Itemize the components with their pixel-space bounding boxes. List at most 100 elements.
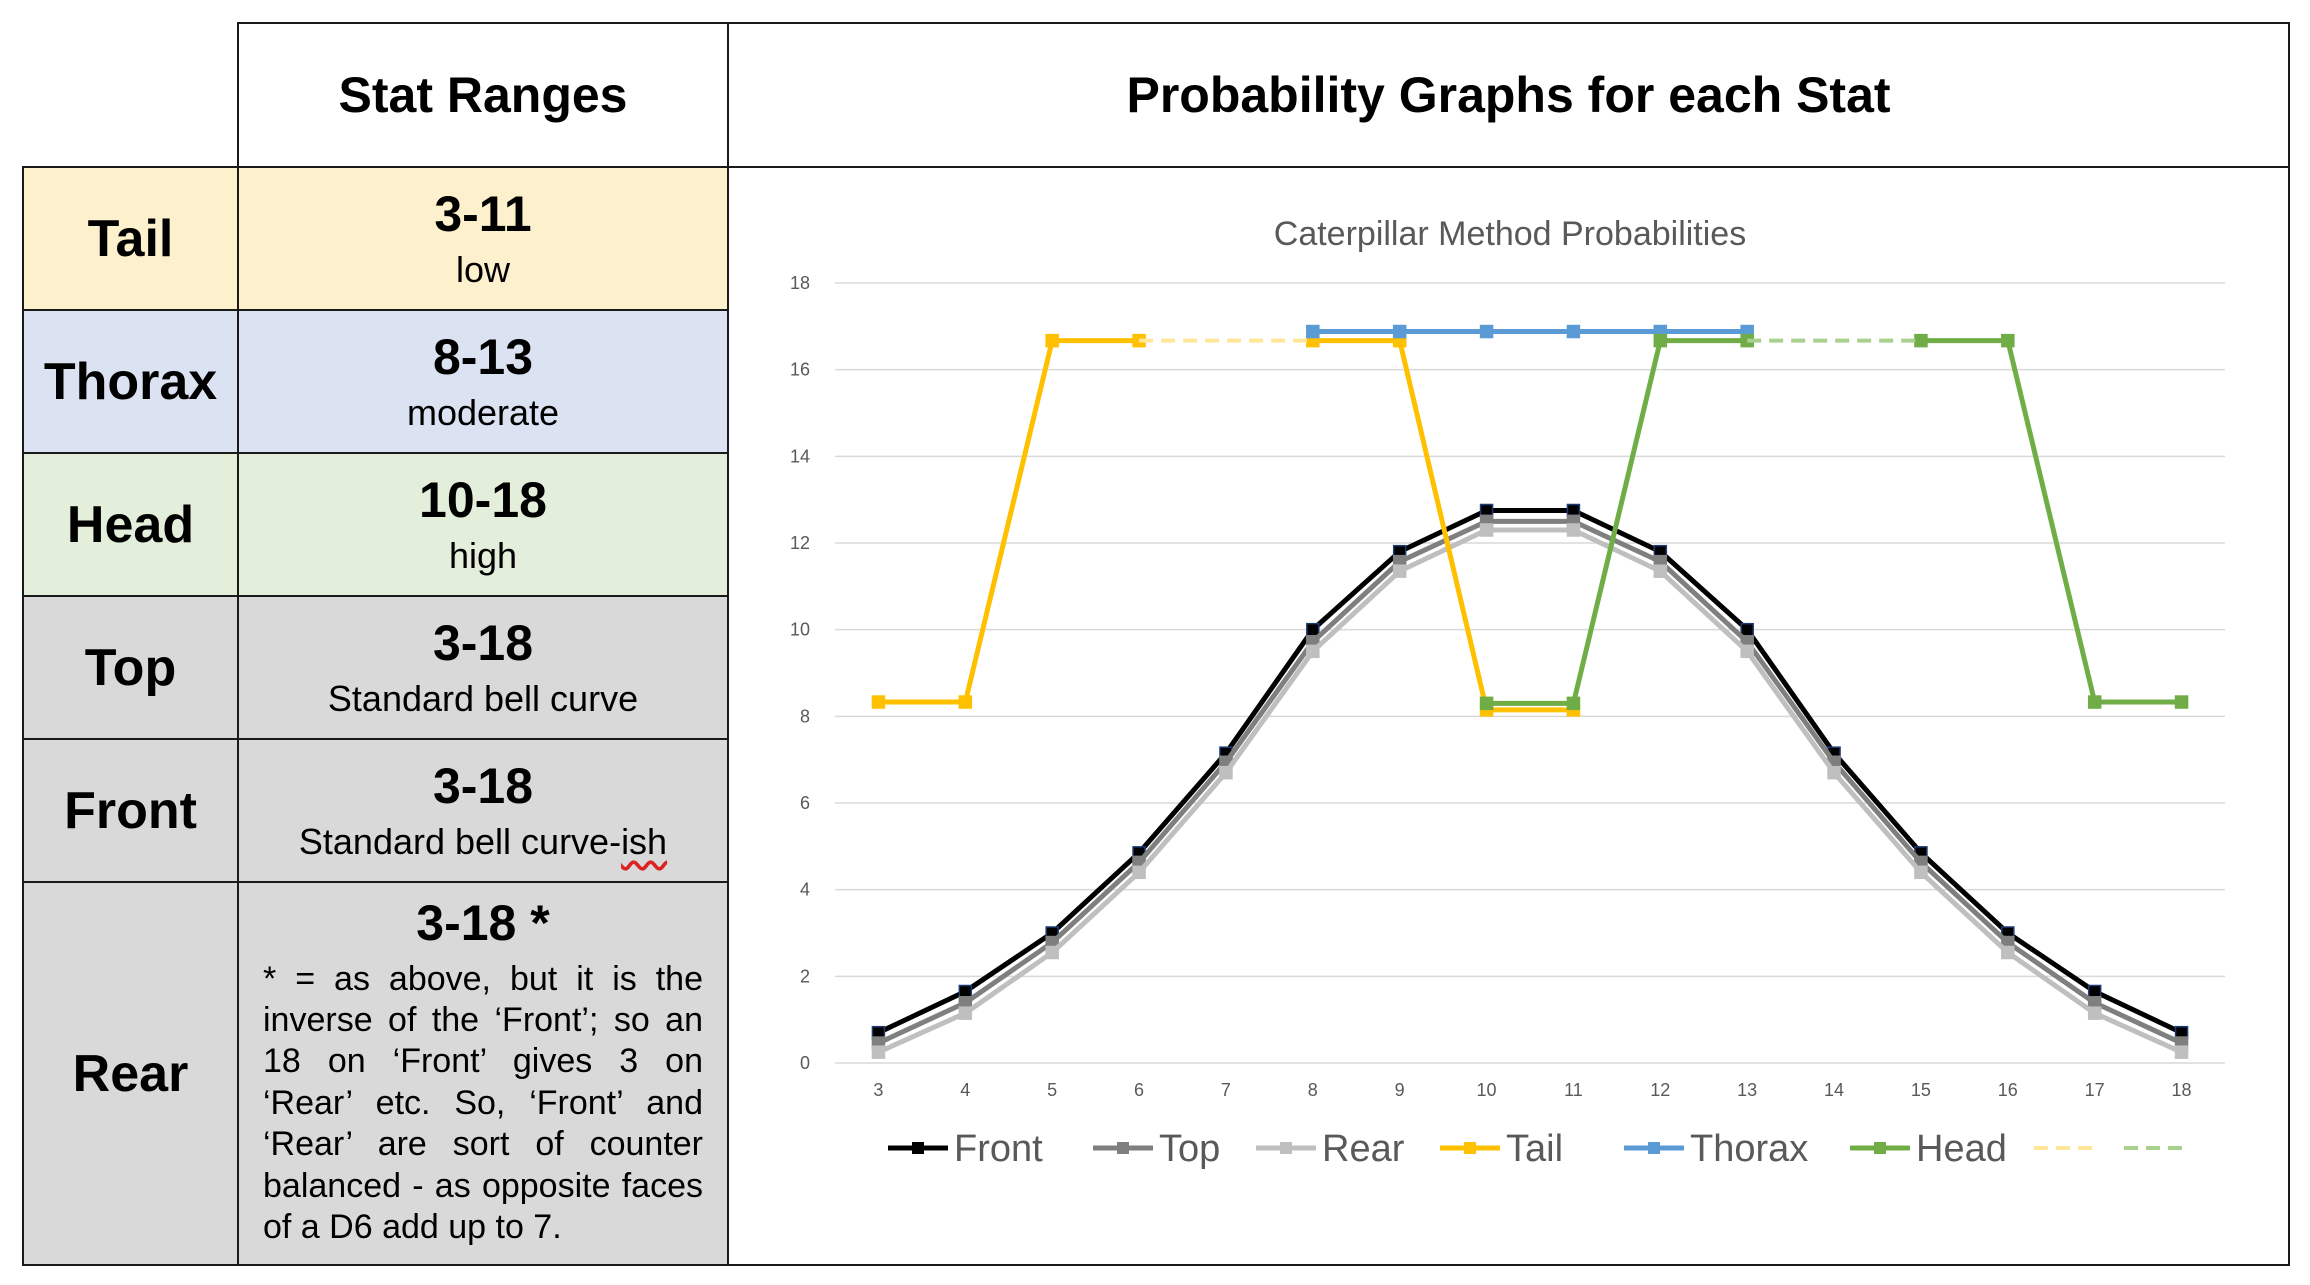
series-line (1486, 338, 1748, 706)
range-desc-front-prefix: Standard bell curve- (298, 821, 622, 863)
data-point (1566, 324, 1581, 339)
row-label-rear: Rear (22, 881, 239, 1266)
row-label-front: Front (22, 738, 239, 883)
legend-label: Tail (1506, 1128, 1563, 1170)
legend-marker (1648, 1142, 1660, 1154)
x-tick-label: 15 (1911, 1080, 1931, 1100)
data-point (1653, 564, 1668, 578)
x-tick-label: 6 (1134, 1080, 1144, 1100)
y-tick-label: 18 (790, 273, 810, 293)
data-point (2087, 1006, 2102, 1020)
legend-marker (1280, 1142, 1292, 1154)
range-cell-top: 3-18 Standard bell curve (237, 595, 729, 740)
series-rear-2 (871, 523, 2189, 1059)
y-tick-label: 14 (790, 446, 810, 466)
stat-ranges-header-text: Stat Ranges (338, 67, 628, 123)
legend-marker (912, 1142, 924, 1154)
data-point (1914, 333, 1928, 348)
data-point (1914, 865, 1928, 880)
legend-marker (1464, 1142, 1476, 1154)
data-point (1306, 622, 1320, 637)
legend-item-rear: Rear (1256, 1128, 1405, 1170)
x-tick-label: 7 (1221, 1080, 1231, 1100)
data-point (958, 1006, 973, 1020)
x-tick-label: 5 (1047, 1080, 1057, 1100)
x-tick-label: 8 (1308, 1080, 1318, 1100)
data-point (2001, 333, 2015, 348)
range-cell-thorax: 8-13 moderate (237, 309, 729, 454)
series-front-0 (871, 503, 2189, 1040)
range-cell-rear: 3-18 * * = as above, but it is the inver… (237, 881, 729, 1266)
range-value-top: 3-18 (432, 614, 534, 671)
data-point (2174, 1045, 2189, 1059)
data-point (2087, 695, 2102, 709)
data-point (1132, 865, 1146, 880)
range-value-rear: 3-18 * (416, 895, 550, 951)
legend-item-front: Front (888, 1128, 1043, 1170)
data-point (2087, 984, 2102, 999)
data-point (1479, 324, 1494, 339)
legend-marker (1117, 1142, 1129, 1154)
x-tick-label: 3 (873, 1080, 883, 1100)
legend-item-top: Top (1093, 1128, 1220, 1170)
data-point (1566, 523, 1581, 537)
range-value-tail: 3-11 (434, 185, 532, 242)
row-label-top-text: Top (84, 638, 177, 697)
y-tick-label: 16 (790, 360, 810, 380)
series-head-7 (1914, 333, 2189, 709)
row-label-head-text: Head (66, 495, 195, 554)
range-desc-tail: low (455, 249, 511, 291)
x-tick-label: 13 (1737, 1080, 1757, 1100)
series-top-1 (871, 514, 2189, 1050)
range-value-front: 3-18 (432, 757, 534, 814)
range-desc-front: Standard bell curve-ish (299, 821, 667, 863)
data-point (1566, 696, 1581, 711)
data-point (1479, 696, 1494, 711)
data-point (958, 695, 973, 709)
y-tick-label: 2 (800, 966, 810, 986)
x-tick-label: 12 (1650, 1080, 1670, 1100)
data-point (1740, 644, 1754, 659)
data-point (1827, 765, 1841, 780)
series-line (1920, 338, 2182, 705)
range-value-thorax: 8-13 (432, 328, 534, 385)
row-label-top: Top (22, 595, 239, 740)
data-point (1306, 324, 1320, 339)
data-point (1392, 324, 1407, 339)
chart-axis-ticks: 0 2 4 6 8 10 12 14 16 18 3 4 5 6 7 8 9 10 11 12 13 14 15 16 17 18 (790, 273, 2192, 1100)
series-line (877, 518, 2183, 1046)
legend-item-tail: Tail (1440, 1128, 1563, 1170)
probability-graphs-header-text: Probability Graphs for each Stat (1126, 67, 1891, 123)
x-tick-label: 16 (1998, 1080, 2018, 1100)
chart-cell (727, 166, 2290, 1266)
range-cell-tail: 3-11 low (237, 166, 729, 311)
data-point (1045, 945, 1059, 960)
x-tick-label: 10 (1477, 1080, 1497, 1100)
data-point (871, 695, 886, 709)
legend-label: Rear (1322, 1128, 1405, 1170)
range-value-head: 10-18 (419, 471, 547, 528)
chart-series (871, 324, 2189, 1059)
y-tick-label: 8 (800, 706, 810, 726)
y-tick-label: 0 (800, 1053, 810, 1073)
data-point (958, 984, 973, 999)
x-tick-label: 9 (1395, 1080, 1405, 1100)
data-point (1653, 333, 1668, 348)
legend-item-head: Head (1850, 1128, 2007, 1170)
series-line (877, 508, 2183, 1035)
y-tick-label: 6 (800, 793, 810, 813)
data-point (2174, 695, 2189, 709)
chart-gridlines (835, 282, 2225, 1064)
range-cell-head: 10-18 high (237, 452, 729, 597)
chart-title: Caterpillar Method Probabilities (1274, 215, 1746, 253)
x-tick-label: 4 (960, 1080, 970, 1100)
series-tail-4 (1306, 333, 1581, 717)
x-tick-label: 17 (2085, 1080, 2105, 1100)
x-tick-label: 14 (1824, 1080, 1844, 1100)
data-point (1219, 765, 1233, 780)
range-desc-top: Standard bell curve (327, 678, 639, 720)
series-thorax-5 (1306, 324, 1754, 339)
range-desc-thorax: moderate (406, 392, 560, 434)
data-point (871, 1045, 886, 1059)
